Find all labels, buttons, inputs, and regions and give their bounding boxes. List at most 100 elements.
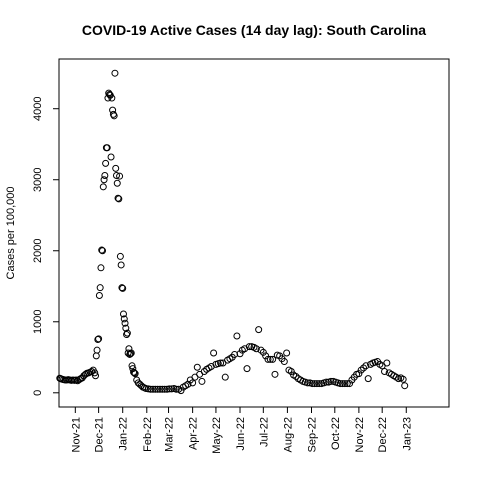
data-point [217, 359, 225, 367]
x-tick-label: Sep-22 [306, 417, 318, 452]
x-tick-label: Nov-21 [70, 417, 82, 452]
data-point [111, 69, 119, 77]
data-point [163, 385, 171, 393]
data-point [93, 346, 101, 354]
data-point [266, 355, 274, 363]
data-point [200, 367, 208, 375]
data-point [343, 380, 351, 388]
data-point [116, 252, 124, 260]
data-point [336, 380, 344, 388]
data-point [198, 377, 206, 385]
data-point [158, 385, 166, 393]
y-tick-label: 0 [32, 390, 44, 396]
data-point [259, 348, 267, 356]
data-point [231, 350, 239, 358]
data-point [96, 284, 104, 292]
data-point [105, 91, 113, 99]
data-point [193, 363, 201, 371]
x-tick-label: Dec-22 [377, 417, 389, 452]
data-point [144, 385, 152, 393]
data-point [126, 350, 134, 358]
data-point [399, 375, 407, 383]
x-tick-label: Jun-22 [235, 417, 247, 451]
data-point [112, 171, 120, 179]
data-point [156, 385, 164, 393]
data-point [245, 343, 253, 351]
data-point [177, 387, 185, 395]
data-point [357, 366, 365, 374]
data-point [107, 153, 115, 161]
data-point [92, 352, 100, 360]
data-point [308, 380, 316, 388]
data-point [262, 352, 270, 360]
x-tick-label: Jul-22 [258, 417, 270, 447]
data-point [221, 373, 229, 381]
data-point [360, 364, 368, 372]
data-point [131, 370, 139, 378]
data-point [311, 380, 319, 388]
x-tick-label: Aug-22 [282, 417, 294, 452]
data-point [154, 385, 162, 393]
data-point [381, 367, 389, 375]
x-tick-label: Mar-22 [164, 417, 176, 452]
data-point [99, 247, 107, 255]
y-tick-label: 2000 [32, 239, 44, 263]
y-axis: 0 1000 2000 3000 4000 [32, 96, 59, 396]
data-point [108, 94, 116, 102]
data-point [269, 355, 277, 363]
data-point [383, 359, 391, 367]
data-point [117, 261, 125, 269]
data-point [97, 264, 105, 272]
x-tick-label: Apr-22 [188, 417, 200, 450]
data-point [103, 144, 111, 152]
data-point [264, 355, 272, 363]
data-point [304, 379, 312, 387]
chart-title: COVID-19 Active Cases (14 day lag): Sout… [82, 22, 426, 38]
data-point [99, 183, 107, 191]
data-point [119, 284, 127, 292]
y-tick-label: 3000 [32, 167, 44, 191]
data-point [98, 246, 106, 254]
x-tick-label: May-22 [211, 417, 223, 454]
data-point [102, 159, 110, 167]
data-point [151, 385, 159, 393]
data-point [233, 332, 241, 340]
x-axis: Nov-21 Dec-21 Jan-22 Feb-22 Mar-22 Apr-22 May-… [70, 407, 413, 454]
data-point [121, 319, 129, 327]
data-point [110, 112, 118, 120]
data-point [95, 291, 103, 299]
data-point [130, 369, 138, 377]
data-point [252, 345, 260, 353]
data-point [115, 195, 123, 203]
x-tick-label: Oct-22 [330, 417, 342, 450]
data-point [126, 350, 134, 358]
data-point [364, 375, 372, 383]
x-tick-label: Jan-22 [118, 417, 130, 451]
data-point [189, 379, 197, 387]
data-point [210, 349, 218, 357]
data-point [127, 349, 135, 357]
data-point [95, 335, 103, 343]
data-point [313, 380, 321, 388]
data-point [315, 380, 323, 388]
y-tick-label: 1000 [32, 310, 44, 334]
data-point [92, 372, 100, 380]
data-point [362, 362, 370, 370]
data-point [130, 368, 138, 376]
data-point [118, 284, 126, 292]
data-point [243, 365, 251, 373]
data-point [341, 380, 349, 388]
y-tick-label: 4000 [32, 96, 44, 120]
data-point [339, 380, 347, 388]
plot-frame [58, 58, 450, 408]
data-points [56, 69, 409, 395]
data-point [100, 176, 108, 184]
data-point [283, 349, 291, 357]
data-point [322, 378, 330, 386]
data-point [327, 377, 335, 385]
data-point [346, 380, 354, 388]
data-point [172, 385, 180, 393]
data-point [123, 329, 131, 337]
data-point [149, 385, 157, 393]
data-point [161, 385, 169, 393]
